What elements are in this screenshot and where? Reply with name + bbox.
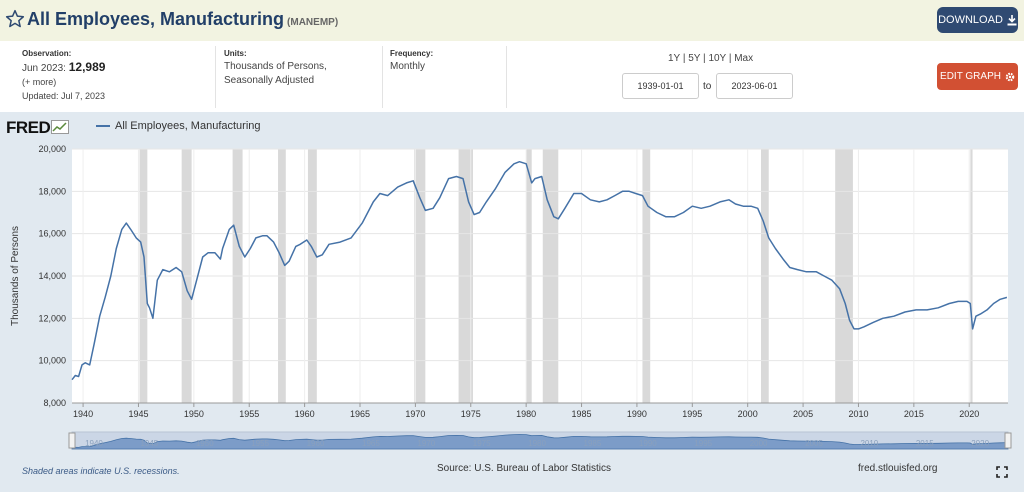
divider	[215, 46, 216, 108]
legend-swatch	[96, 125, 110, 127]
download-label: DOWNLOAD	[938, 14, 1003, 26]
frequency-value: Monthly	[390, 61, 426, 72]
frequency-block: Frequency: Monthly	[390, 41, 500, 112]
series-id: (MANEMP)	[287, 17, 339, 28]
series-meta: Observation: Jun 2023: 12,989 (+ more) U…	[0, 41, 1024, 112]
range-max[interactable]: Max	[734, 53, 754, 64]
navigator-tick-label: 1985	[584, 439, 602, 448]
navigator-tick-label: 1940	[85, 439, 103, 448]
y-axis-label: Thousands of Persons	[10, 226, 21, 326]
fred-logo-text: FRED	[6, 118, 51, 137]
start-date-input[interactable]: 1939-01-01	[622, 73, 699, 99]
edit-graph-button[interactable]: EDIT GRAPH	[937, 63, 1018, 90]
navigator-tick-label: 1970	[417, 439, 435, 448]
units-value-line1: Thousands of Persons,	[224, 61, 327, 72]
range-10y[interactable]: 10Y	[708, 53, 727, 64]
y-tick-label: 12,000	[38, 313, 66, 323]
range-selector: 1Y | 5Y | 10Y | Max	[668, 53, 754, 64]
y-tick-label: 16,000	[38, 229, 66, 239]
divider	[382, 46, 383, 108]
x-tick-label: 1960	[295, 409, 315, 419]
navigator-tick-label: 1995	[694, 439, 712, 448]
range-1y[interactable]: 1Y	[668, 53, 681, 64]
divider	[506, 46, 507, 108]
site-link[interactable]: fred.stlouisfed.org	[858, 463, 938, 474]
navigator-handle-right	[1004, 432, 1012, 449]
legend-label: All Employees, Manufacturing	[115, 120, 261, 132]
x-tick-label: 2015	[904, 409, 924, 419]
y-tick-label: 8,000	[43, 398, 66, 408]
x-tick-label: 1950	[184, 409, 204, 419]
units-value-line2: Seasonally Adjusted	[224, 75, 315, 86]
navigator-tick-label: 1950	[196, 439, 214, 448]
gear-icon	[1005, 72, 1015, 81]
edit-graph-label: EDIT GRAPH	[940, 71, 1001, 82]
chart-legend: All Employees, Manufacturing	[96, 120, 261, 132]
fullscreen-icon[interactable]	[996, 466, 1008, 478]
navigator-tick-label: 1965	[362, 439, 380, 448]
more-link[interactable]: (+ more)	[22, 77, 57, 87]
x-tick-label: 1990	[627, 409, 647, 419]
frequency-label: Frequency:	[390, 49, 434, 58]
observation-block: Observation: Jun 2023: 12,989 (+ more) U…	[22, 41, 212, 112]
x-tick-label: 1980	[516, 409, 536, 419]
navigator-tick-label: 1960	[307, 439, 325, 448]
navigator-tick-label: 1955	[251, 439, 269, 448]
x-tick-label: 2000	[738, 409, 758, 419]
header-bar: All Employees, Manufacturing (MANEMP) DOW…	[0, 0, 1024, 41]
navigator-tick-label: 1945	[140, 439, 158, 448]
x-tick-label: 1995	[682, 409, 702, 419]
updated-date: Updated: Jul 7, 2023	[22, 91, 106, 101]
observation-value: 12,989	[68, 60, 106, 74]
page-title: All Employees, Manufacturing (MANEMP)	[27, 9, 338, 30]
download-button[interactable]: DOWNLOAD	[937, 7, 1018, 33]
observation-date: Jun 2023:	[22, 63, 66, 74]
units-label: Units:	[224, 49, 247, 58]
x-tick-label: 1970	[405, 409, 425, 419]
download-icon	[1007, 14, 1017, 25]
recession-note: Shaded areas indicate U.S. recessions.	[22, 466, 180, 476]
navigator-tick-label: 1990	[639, 439, 657, 448]
series-line	[71, 160, 1008, 381]
navigator-handle-left	[68, 432, 76, 449]
navigator-tick-label: 2010	[860, 439, 878, 448]
x-tick-label: 1965	[350, 409, 370, 419]
y-tick-label: 10,000	[38, 356, 66, 366]
fred-logo: FRED	[6, 118, 70, 138]
navigator-tick-label: 1980	[528, 439, 546, 448]
x-tick-label: 2005	[793, 409, 813, 419]
y-tick-label: 20,000	[38, 144, 66, 154]
navigator-tick-label: 2000	[750, 439, 768, 448]
x-tick-label: 1940	[73, 409, 93, 419]
y-tick-label: 14,000	[38, 271, 66, 281]
y-tick-label: 18,000	[38, 186, 66, 196]
source-text: Source: U.S. Bureau of Labor Statistics	[437, 463, 611, 474]
navigator-tick-label: 2005	[805, 439, 823, 448]
x-tick-label: 1955	[239, 409, 259, 419]
star-icon[interactable]	[5, 9, 25, 29]
end-date-input[interactable]: 2023-06-01	[716, 73, 793, 99]
x-tick-label: 1945	[128, 409, 148, 419]
observation-label: Observation:	[22, 49, 72, 58]
fred-chart-icon	[51, 120, 70, 134]
navigator-tick-label: 2020	[971, 439, 989, 448]
x-tick-label: 1975	[461, 409, 481, 419]
range-5y[interactable]: 5Y	[688, 53, 701, 64]
x-tick-label: 2010	[848, 409, 868, 419]
x-tick-label: 1985	[572, 409, 592, 419]
navigator-tick-label: 2015	[916, 439, 934, 448]
navigator-tick-label: 1975	[473, 439, 491, 448]
series-title: All Employees, Manufacturing	[27, 9, 285, 29]
navigator-series	[71, 434, 1009, 450]
x-tick-label: 2020	[959, 409, 979, 419]
units-block: Units: Thousands of Persons, Seasonally …	[224, 41, 374, 112]
to-label: to	[703, 81, 712, 92]
